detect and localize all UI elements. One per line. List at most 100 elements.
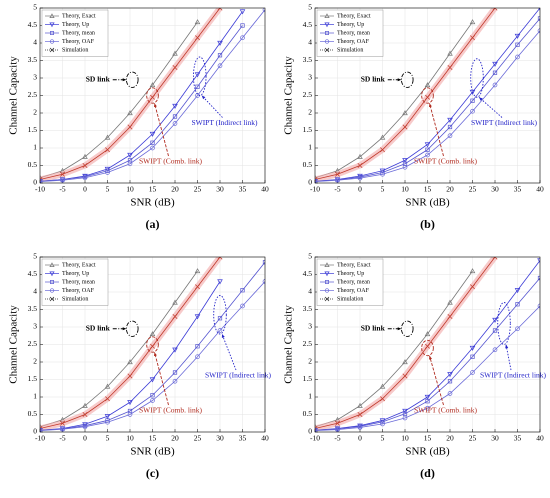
legend-label: Theory, Exact (337, 262, 371, 268)
x-tick-label: 40 (536, 185, 544, 194)
y-axis-label: Channel Capacity (283, 305, 295, 384)
marker (492, 8, 498, 11)
arrow-head (153, 352, 157, 357)
y-tick-label: 3 (33, 73, 37, 82)
annotation: SWIPT (Indirect link) (205, 371, 272, 380)
marker (447, 124, 453, 130)
annotation-arrow (429, 103, 444, 157)
annotation: SWIPT (Indirect link) (471, 118, 538, 127)
x-tick-label: 0 (358, 185, 362, 194)
x-axis-label: SNR (dB) (405, 197, 450, 209)
arrow-head (505, 344, 509, 349)
marker (105, 147, 110, 153)
arrow-head (221, 334, 225, 338)
y-tick-label: 0.5 (303, 160, 313, 169)
x-axis-label: SNR (dB) (130, 197, 175, 209)
marker (82, 163, 88, 168)
y-tick-label: 4.5 (28, 20, 38, 29)
y-tick-label: 2 (308, 108, 312, 117)
x-tick-label: 25 (194, 185, 202, 194)
subplot: 0 0.5 1 1.5 2 2.5 3 3.5 4 4.5 5 -10 -5 0 5 10 15 20 25 30 35… (8, 252, 272, 480)
marker (239, 9, 246, 15)
legend-label: Theory, OAF (337, 288, 370, 294)
marker (172, 314, 178, 319)
marker (217, 40, 223, 46)
marker (402, 110, 408, 116)
marker (425, 405, 430, 411)
marker (82, 424, 88, 430)
axes-frame (39, 7, 266, 184)
y-tick-label: 3.5 (28, 55, 38, 64)
subplot: 0 0.5 1 1.5 2 2.5 3 3.5 4 4.5 5 -10 -5 0 5 10 15 20 25 30 35… (283, 3, 544, 231)
y-tick-label: 1 (33, 392, 37, 401)
marker (149, 131, 156, 137)
marker (127, 152, 133, 158)
marker (514, 288, 521, 294)
marker (172, 378, 178, 384)
x-tick-label: 40 (261, 185, 269, 194)
annotation: SD link (86, 323, 111, 332)
marker (470, 35, 475, 41)
x-tick-label: 20 (171, 185, 179, 194)
x-tick-label: -10 (35, 434, 45, 443)
y-tick-label: 0.5 (303, 409, 313, 418)
x-tick-label: 15 (149, 185, 157, 194)
y-tick-label: 0.5 (28, 409, 38, 418)
x-tick-label: 30 (216, 434, 224, 443)
marker (60, 426, 65, 432)
marker (335, 427, 340, 432)
marker (172, 121, 178, 126)
y-tick-label: 2 (33, 357, 37, 366)
marker (104, 414, 111, 420)
plot (315, 8, 540, 183)
marker (402, 158, 408, 164)
x-tick-label: 35 (239, 185, 247, 194)
marker (172, 114, 178, 119)
marker (515, 326, 520, 332)
marker (172, 347, 178, 353)
x-tick-label: -5 (59, 185, 65, 194)
annotation-arrow (429, 355, 444, 406)
marker (324, 22, 330, 28)
marker (424, 82, 431, 88)
marker (470, 284, 475, 290)
marker (194, 314, 201, 320)
annotation-arrow (478, 96, 503, 118)
x-tick-label: 30 (491, 185, 499, 194)
marker (150, 393, 155, 398)
marker (447, 299, 453, 305)
y-tick-label: 2.5 (303, 339, 313, 348)
marker (379, 383, 386, 389)
x-tick-label: 40 (261, 434, 269, 443)
marker (447, 50, 453, 56)
plot (40, 257, 265, 432)
y-tick-label: 0 (33, 178, 37, 187)
marker (324, 296, 330, 302)
highlight-ellipse (421, 87, 434, 104)
marker (514, 33, 521, 39)
x-tick-label: 15 (424, 185, 432, 194)
arrow-head (122, 78, 127, 82)
panel-label: (b) (420, 217, 435, 231)
y-tick-label: 4.5 (28, 269, 38, 278)
x-tick-label: -10 (310, 434, 320, 443)
x-tick-label: 20 (171, 434, 179, 443)
marker (324, 13, 330, 18)
marker (217, 328, 223, 333)
x-tick-label: 5 (381, 185, 385, 194)
marker (195, 284, 200, 290)
arrow-head (122, 327, 127, 331)
marker (217, 316, 223, 321)
line (315, 270, 473, 428)
marker (127, 110, 133, 116)
x-tick-label: 10 (126, 434, 134, 443)
marker (402, 124, 408, 130)
marker (82, 153, 88, 159)
marker (357, 402, 363, 408)
marker (127, 373, 133, 379)
marker (149, 331, 156, 337)
marker (447, 117, 453, 123)
x-tick-label: 10 (401, 185, 409, 194)
axes-frame (314, 7, 541, 184)
